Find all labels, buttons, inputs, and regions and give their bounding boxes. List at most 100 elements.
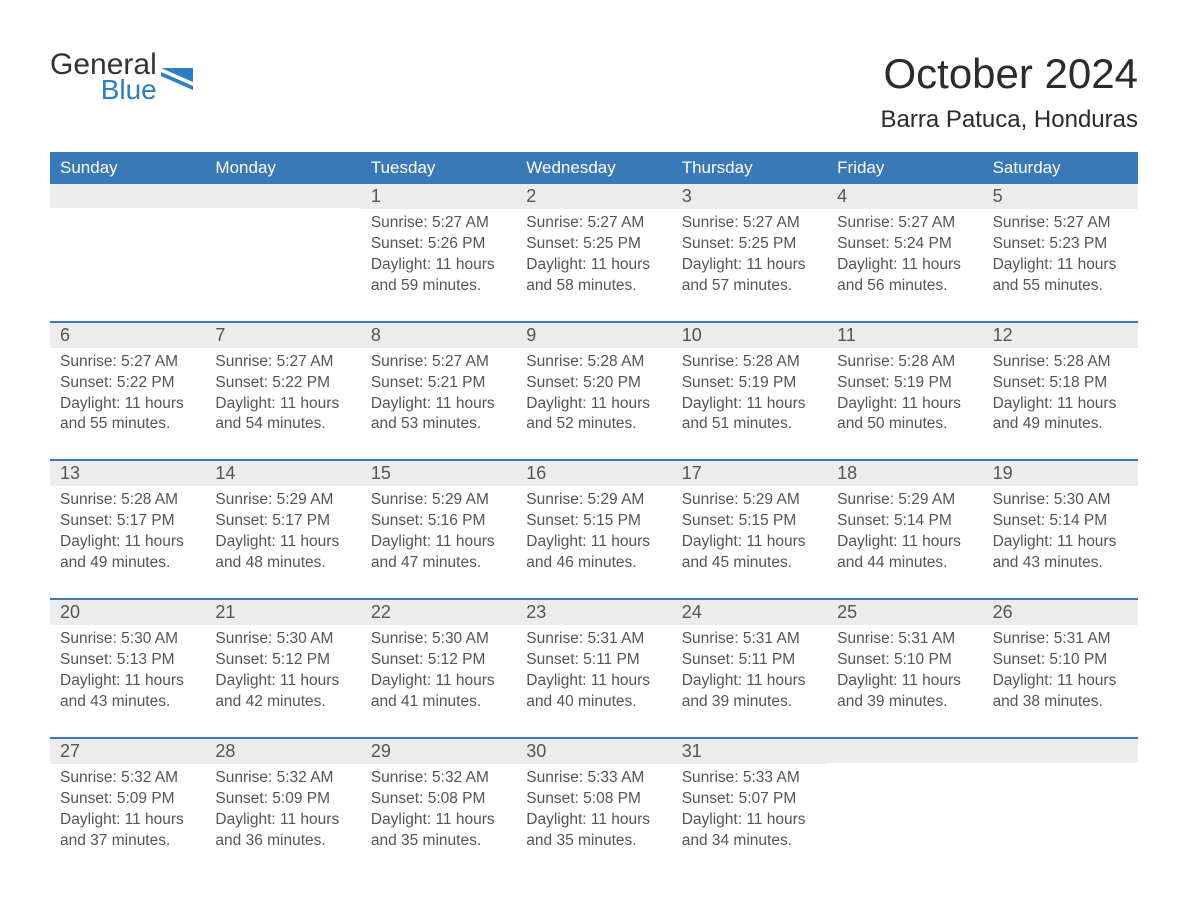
daylight-line: Daylight: 11 hours and 36 minutes.: [215, 810, 350, 852]
sunrise-line: Sunrise: 5:28 AM: [682, 352, 817, 373]
weekday-header: Tuesday: [361, 152, 516, 184]
day-body: Sunrise: 5:27 AMSunset: 5:22 PMDaylight:…: [50, 348, 205, 436]
weekday-header: Thursday: [672, 152, 827, 184]
day-number: 12: [983, 323, 1138, 348]
sunset-line: Sunset: 5:08 PM: [526, 789, 661, 810]
day-body: Sunrise: 5:27 AMSunset: 5:25 PMDaylight:…: [672, 209, 827, 297]
day-cell: 5Sunrise: 5:27 AMSunset: 5:23 PMDaylight…: [983, 184, 1138, 321]
day-body: Sunrise: 5:28 AMSunset: 5:17 PMDaylight:…: [50, 486, 205, 574]
day-cell: 16Sunrise: 5:29 AMSunset: 5:15 PMDayligh…: [516, 461, 671, 598]
day-cell: 23Sunrise: 5:31 AMSunset: 5:11 PMDayligh…: [516, 600, 671, 737]
sunset-line: Sunset: 5:13 PM: [60, 650, 195, 671]
logo-flag-icon: [161, 68, 193, 90]
sunset-line: Sunset: 5:14 PM: [993, 511, 1128, 532]
day-cell: 14Sunrise: 5:29 AMSunset: 5:17 PMDayligh…: [205, 461, 360, 598]
sunset-line: Sunset: 5:08 PM: [371, 789, 506, 810]
day-cell: 30Sunrise: 5:33 AMSunset: 5:08 PMDayligh…: [516, 739, 671, 876]
day-cell: 18Sunrise: 5:29 AMSunset: 5:14 PMDayligh…: [827, 461, 982, 598]
sunset-line: Sunset: 5:15 PM: [526, 511, 661, 532]
daylight-line: Daylight: 11 hours and 46 minutes.: [526, 532, 661, 574]
day-cell: 8Sunrise: 5:27 AMSunset: 5:21 PMDaylight…: [361, 323, 516, 460]
sunset-line: Sunset: 5:25 PM: [526, 234, 661, 255]
day-cell: 24Sunrise: 5:31 AMSunset: 5:11 PMDayligh…: [672, 600, 827, 737]
sunrise-line: Sunrise: 5:30 AM: [371, 629, 506, 650]
sunset-line: Sunset: 5:24 PM: [837, 234, 972, 255]
day-number: 1: [361, 184, 516, 209]
sunset-line: Sunset: 5:22 PM: [60, 373, 195, 394]
day-number: [983, 739, 1138, 763]
sunset-line: Sunset: 5:19 PM: [682, 373, 817, 394]
day-body: Sunrise: 5:29 AMSunset: 5:15 PMDaylight:…: [516, 486, 671, 574]
sunrise-line: Sunrise: 5:27 AM: [60, 352, 195, 373]
day-body: Sunrise: 5:31 AMSunset: 5:10 PMDaylight:…: [983, 625, 1138, 713]
daylight-line: Daylight: 11 hours and 45 minutes.: [682, 532, 817, 574]
sunrise-line: Sunrise: 5:30 AM: [993, 490, 1128, 511]
day-number: 13: [50, 461, 205, 486]
sunset-line: Sunset: 5:17 PM: [215, 511, 350, 532]
sunset-line: Sunset: 5:26 PM: [371, 234, 506, 255]
sunset-line: Sunset: 5:22 PM: [215, 373, 350, 394]
sunrise-line: Sunrise: 5:32 AM: [60, 768, 195, 789]
day-cell: 27Sunrise: 5:32 AMSunset: 5:09 PMDayligh…: [50, 739, 205, 876]
header: General Blue October 2024 Barra Patuca, …: [50, 50, 1138, 134]
weekday-header: Saturday: [983, 152, 1138, 184]
day-body: Sunrise: 5:27 AMSunset: 5:22 PMDaylight:…: [205, 348, 360, 436]
sunset-line: Sunset: 5:23 PM: [993, 234, 1128, 255]
sunset-line: Sunset: 5:14 PM: [837, 511, 972, 532]
day-body: Sunrise: 5:30 AMSunset: 5:14 PMDaylight:…: [983, 486, 1138, 574]
daylight-line: Daylight: 11 hours and 41 minutes.: [371, 671, 506, 713]
day-body: Sunrise: 5:27 AMSunset: 5:21 PMDaylight:…: [361, 348, 516, 436]
day-cell: 4Sunrise: 5:27 AMSunset: 5:24 PMDaylight…: [827, 184, 982, 321]
sunrise-line: Sunrise: 5:27 AM: [526, 213, 661, 234]
day-number: 6: [50, 323, 205, 348]
sunset-line: Sunset: 5:10 PM: [993, 650, 1128, 671]
day-body: Sunrise: 5:30 AMSunset: 5:12 PMDaylight:…: [361, 625, 516, 713]
sunrise-line: Sunrise: 5:28 AM: [837, 352, 972, 373]
sunrise-line: Sunrise: 5:27 AM: [371, 213, 506, 234]
day-cell: 6Sunrise: 5:27 AMSunset: 5:22 PMDaylight…: [50, 323, 205, 460]
sunset-line: Sunset: 5:11 PM: [682, 650, 817, 671]
day-number: 29: [361, 739, 516, 764]
day-number: 28: [205, 739, 360, 764]
day-number: 23: [516, 600, 671, 625]
calendar-page: General Blue October 2024 Barra Patuca, …: [0, 0, 1188, 915]
location: Barra Patuca, Honduras: [881, 106, 1138, 134]
day-body: Sunrise: 5:29 AMSunset: 5:17 PMDaylight:…: [205, 486, 360, 574]
day-body: Sunrise: 5:32 AMSunset: 5:08 PMDaylight:…: [361, 764, 516, 852]
daylight-line: Daylight: 11 hours and 49 minutes.: [60, 532, 195, 574]
daylight-line: Daylight: 11 hours and 55 minutes.: [60, 394, 195, 436]
sunset-line: Sunset: 5:20 PM: [526, 373, 661, 394]
daylight-line: Daylight: 11 hours and 39 minutes.: [682, 671, 817, 713]
sunrise-line: Sunrise: 5:31 AM: [993, 629, 1128, 650]
day-body: Sunrise: 5:33 AMSunset: 5:07 PMDaylight:…: [672, 764, 827, 852]
sunset-line: Sunset: 5:09 PM: [60, 789, 195, 810]
day-body: Sunrise: 5:32 AMSunset: 5:09 PMDaylight:…: [50, 764, 205, 852]
sunrise-line: Sunrise: 5:32 AM: [215, 768, 350, 789]
day-body: Sunrise: 5:31 AMSunset: 5:11 PMDaylight:…: [516, 625, 671, 713]
sunset-line: Sunset: 5:12 PM: [215, 650, 350, 671]
day-number: [50, 184, 205, 208]
day-number: 15: [361, 461, 516, 486]
sunrise-line: Sunrise: 5:29 AM: [526, 490, 661, 511]
weekday-header-row: Sunday Monday Tuesday Wednesday Thursday…: [50, 152, 1138, 184]
daylight-line: Daylight: 11 hours and 59 minutes.: [371, 255, 506, 297]
day-cell: 12Sunrise: 5:28 AMSunset: 5:18 PMDayligh…: [983, 323, 1138, 460]
day-cell: 25Sunrise: 5:31 AMSunset: 5:10 PMDayligh…: [827, 600, 982, 737]
day-cell: 13Sunrise: 5:28 AMSunset: 5:17 PMDayligh…: [50, 461, 205, 598]
day-body: Sunrise: 5:29 AMSunset: 5:15 PMDaylight:…: [672, 486, 827, 574]
sunset-line: Sunset: 5:12 PM: [371, 650, 506, 671]
sunrise-line: Sunrise: 5:29 AM: [215, 490, 350, 511]
day-number: 22: [361, 600, 516, 625]
sunrise-line: Sunrise: 5:27 AM: [993, 213, 1128, 234]
day-body: Sunrise: 5:30 AMSunset: 5:12 PMDaylight:…: [205, 625, 360, 713]
sunrise-line: Sunrise: 5:29 AM: [371, 490, 506, 511]
daylight-line: Daylight: 11 hours and 43 minutes.: [60, 671, 195, 713]
day-number: 7: [205, 323, 360, 348]
daylight-line: Daylight: 11 hours and 37 minutes.: [60, 810, 195, 852]
sunrise-line: Sunrise: 5:31 AM: [682, 629, 817, 650]
daylight-line: Daylight: 11 hours and 51 minutes.: [682, 394, 817, 436]
day-cell: 21Sunrise: 5:30 AMSunset: 5:12 PMDayligh…: [205, 600, 360, 737]
day-number: 16: [516, 461, 671, 486]
day-number: 18: [827, 461, 982, 486]
daylight-line: Daylight: 11 hours and 35 minutes.: [526, 810, 661, 852]
